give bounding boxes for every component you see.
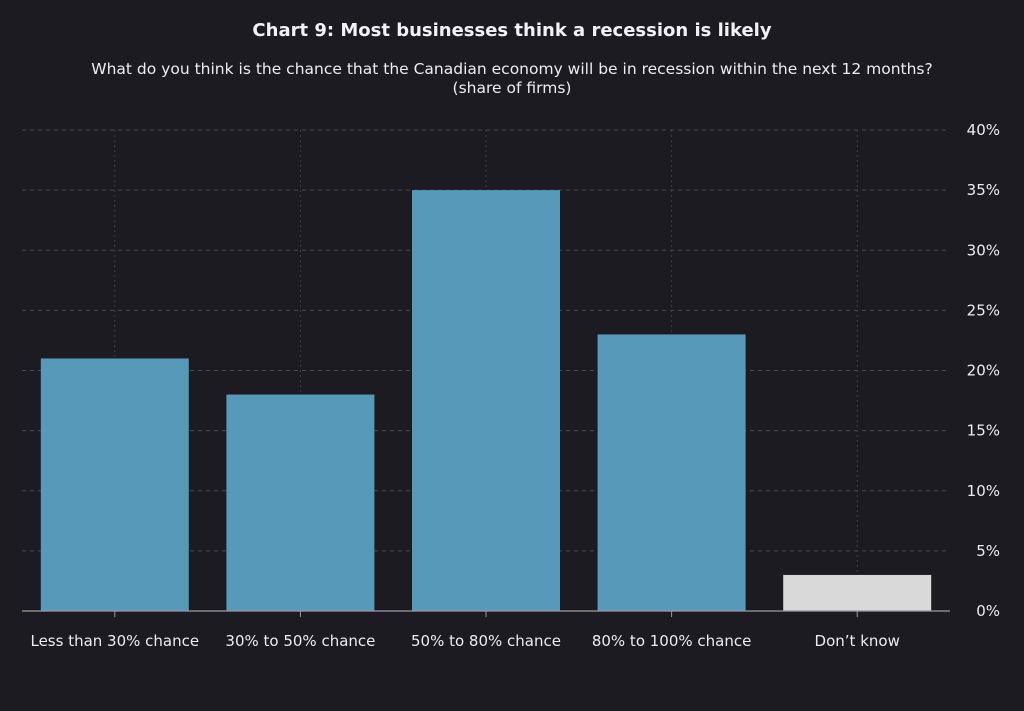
y-tick-label: 10% bbox=[967, 482, 1000, 500]
y-tick-label: 40% bbox=[967, 121, 1000, 139]
x-tick-label: Less than 30% chance bbox=[30, 632, 199, 650]
chart-subtitle-line-1: What do you think is the chance that the… bbox=[91, 60, 933, 78]
y-tick-label: 15% bbox=[967, 422, 1000, 440]
y-tick-label: 5% bbox=[976, 542, 1000, 560]
bar bbox=[412, 190, 560, 611]
chart-subtitle-line-2: (share of firms) bbox=[452, 79, 572, 97]
y-tick-label: 0% bbox=[976, 602, 1000, 620]
x-tick-label: Don’t know bbox=[815, 632, 900, 650]
x-tick-label: 80% to 100% chance bbox=[592, 632, 752, 650]
x-tick-label: 30% to 50% chance bbox=[225, 632, 375, 650]
y-tick-label: 30% bbox=[967, 241, 1000, 259]
chart-subtitle: What do you think is the chance that the… bbox=[0, 60, 1024, 98]
x-tick-label: 50% to 80% chance bbox=[411, 632, 561, 650]
y-tick-label: 35% bbox=[967, 181, 1000, 199]
y-tick-label: 20% bbox=[967, 362, 1000, 380]
bar bbox=[40, 358, 189, 611]
bar bbox=[226, 394, 375, 611]
bar bbox=[783, 574, 932, 611]
chart-title: Chart 9: Most businesses think a recessi… bbox=[252, 20, 772, 41]
bar bbox=[597, 334, 746, 611]
y-tick-label: 25% bbox=[967, 301, 1000, 319]
